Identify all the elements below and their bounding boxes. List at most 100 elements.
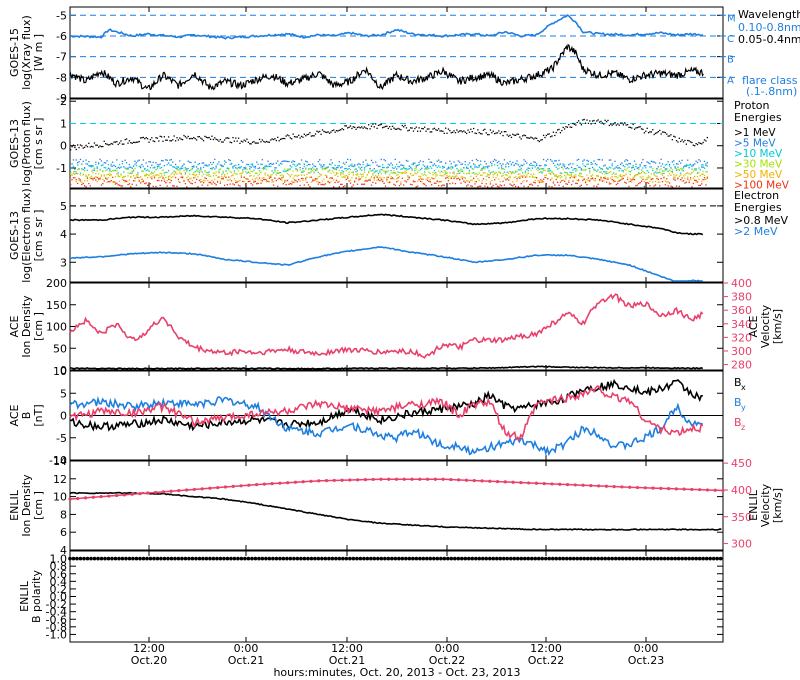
- flare-class-label: B: [727, 55, 734, 66]
- series-0-10-0-8nm: [69, 14, 704, 40]
- data-point: [547, 168, 549, 170]
- data-point: [211, 179, 213, 182]
- data-point: [661, 131, 664, 133]
- data-point: [695, 169, 697, 171]
- data-point: [535, 137, 538, 140]
- data-point: [139, 137, 142, 139]
- data-point: [103, 175, 105, 177]
- data-point: [327, 556, 331, 561]
- data-point: [174, 176, 177, 179]
- data-point: [405, 172, 408, 174]
- data-point: [82, 160, 84, 163]
- data-point: [138, 140, 140, 143]
- data-point: [639, 165, 641, 167]
- data-point: [250, 174, 252, 177]
- data-point: [216, 176, 219, 178]
- data-point: [436, 129, 438, 132]
- series-line: [69, 491, 722, 531]
- data-point: [495, 159, 497, 162]
- data-point: [379, 169, 381, 171]
- data-point: [438, 159, 440, 161]
- data-point: [614, 121, 616, 124]
- data-point: [570, 166, 573, 169]
- data-point: [499, 172, 501, 174]
- data-point: [145, 170, 147, 172]
- data-point: [411, 174, 413, 177]
- data-point: [407, 160, 409, 162]
- data-point: [457, 172, 459, 175]
- data-point: [93, 177, 96, 179]
- data-point: [428, 171, 430, 174]
- data-point: [559, 181, 562, 183]
- data-point: [124, 175, 126, 178]
- y-axis-label: [cm ]: [32, 491, 45, 520]
- data-point: [412, 180, 415, 182]
- data-point: [641, 556, 646, 561]
- data-point: [274, 170, 276, 172]
- data-point: [563, 128, 566, 130]
- data-point: [106, 174, 108, 176]
- data-point: [527, 172, 529, 174]
- data-point: [454, 175, 457, 177]
- data-point: [134, 160, 136, 162]
- data-point: [198, 171, 201, 173]
- data-point: [146, 165, 149, 167]
- data-point: [141, 178, 143, 181]
- data-point: [96, 181, 98, 183]
- data-point: [107, 494, 111, 498]
- data-point: [81, 145, 83, 147]
- data-point: [674, 487, 678, 491]
- data-point: [573, 175, 576, 177]
- data-point: [517, 164, 520, 166]
- data-point: [127, 183, 129, 186]
- data-point: [373, 168, 375, 170]
- data-point: [355, 128, 357, 130]
- data-point: [538, 140, 541, 143]
- data-point: [356, 174, 359, 176]
- data-point: [313, 135, 315, 137]
- data-point: [330, 163, 332, 166]
- data-point: [139, 182, 142, 184]
- data-point: [620, 485, 624, 489]
- data-point: [534, 481, 539, 485]
- data-point: [102, 182, 104, 185]
- data-point: [92, 172, 94, 174]
- data-point: [454, 182, 457, 185]
- data-point: [721, 488, 725, 493]
- data-point: [526, 176, 528, 178]
- data-point: [370, 170, 373, 172]
- data-point: [594, 163, 597, 165]
- data-point: [509, 176, 511, 179]
- series-line: [69, 14, 704, 40]
- data-point: [114, 165, 117, 168]
- data-point: [359, 173, 361, 175]
- data-point: [663, 170, 665, 172]
- data-point: [219, 138, 222, 141]
- data-point: [307, 168, 310, 171]
- data-point: [459, 178, 461, 181]
- data-point: [257, 163, 259, 165]
- data-point: [442, 167, 444, 169]
- data-point: [439, 166, 441, 168]
- data-point: [653, 173, 655, 175]
- data-point: [225, 161, 227, 163]
- data-point: [272, 184, 275, 186]
- data-point: [605, 171, 608, 173]
- data-point: [138, 556, 142, 561]
- data-point: [197, 168, 199, 170]
- data-point: [482, 166, 485, 168]
- data-point: [107, 173, 110, 176]
- data-point: [121, 185, 124, 187]
- data-point: [264, 165, 266, 167]
- data-point: [463, 180, 465, 182]
- data-point: [334, 164, 336, 166]
- data-point: [431, 161, 433, 163]
- data-point: [320, 556, 324, 561]
- data-point: [281, 179, 283, 182]
- data-point: [184, 172, 187, 174]
- data-point: [201, 162, 203, 164]
- data-point: [587, 177, 590, 179]
- data-point: [109, 174, 111, 177]
